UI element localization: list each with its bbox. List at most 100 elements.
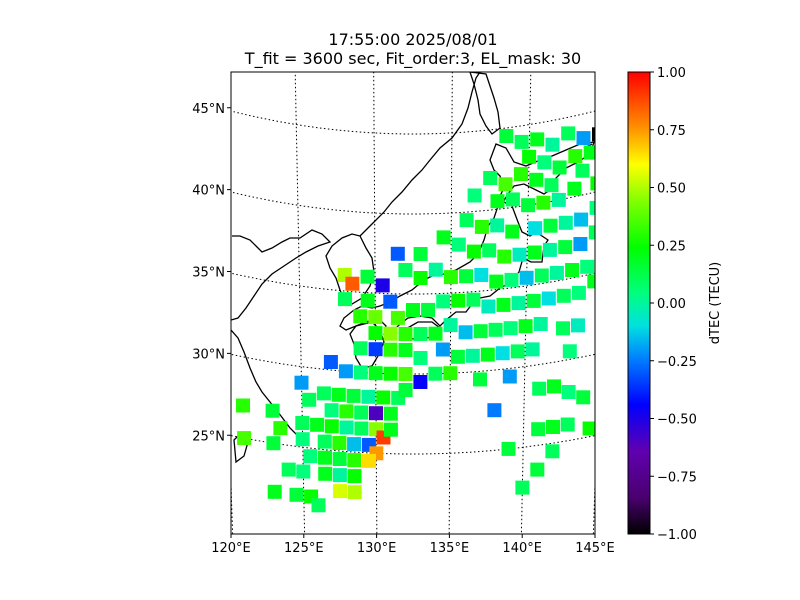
dtec-cell (451, 293, 466, 308)
dtec-cell (281, 462, 296, 477)
y-tick-label: 45°N (192, 102, 225, 117)
dtec-cell (466, 292, 481, 307)
dtec-cell (311, 498, 326, 513)
y-axis-ticks: 25°N 30°N 35°N 40°N 45°N (192, 102, 231, 444)
parallel-25 (231, 435, 595, 455)
dtec-cell (483, 171, 498, 185)
dtec-cell (383, 326, 398, 341)
dtec-cell (573, 237, 588, 251)
dtec-cell (512, 247, 527, 262)
dtec-cell (458, 325, 473, 340)
dtec-cell (480, 347, 495, 362)
dtec-cell (450, 349, 465, 364)
dtec-cell (527, 245, 542, 260)
dtec-cell (398, 263, 413, 277)
coastlines (231, 72, 595, 464)
dtec-cell (505, 192, 520, 207)
dtec-cell (532, 381, 547, 396)
dtec-cell (552, 160, 567, 175)
colorbar-tick-label: −0.25 (657, 355, 697, 370)
dtec-cell (544, 178, 559, 193)
dtec-cell (481, 299, 496, 314)
dtec-cell (347, 485, 362, 500)
dtec-cell (549, 265, 564, 280)
dtec-cell (398, 327, 413, 341)
dtec-cell (236, 398, 250, 413)
dtec-cell (390, 246, 405, 261)
dtec-cell (339, 404, 354, 419)
dtec-cell (558, 240, 573, 255)
dtec-cell (443, 366, 458, 381)
dtec-cell (383, 294, 398, 309)
dtec-cell (562, 344, 577, 359)
dtec-cell (413, 375, 428, 389)
dtec-cell (560, 417, 575, 432)
dtec-cell (505, 224, 520, 239)
dtec-cell (295, 416, 310, 430)
dtec-cell (545, 137, 560, 152)
map-plot-area (137, 0, 595, 534)
dtec-cell (571, 285, 586, 300)
parallel-40 (231, 191, 595, 215)
dtec-cell (576, 131, 591, 146)
colorbar (627, 71, 651, 535)
colorbar-tick-label: 0.25 (657, 239, 686, 254)
dtec-cell (310, 417, 325, 432)
colorbar-label: dTEC (TECU) (708, 262, 723, 345)
dtec-cell (528, 221, 543, 236)
dtec-cell (519, 270, 534, 285)
dtec-cell (413, 271, 428, 285)
dtec-cell (360, 293, 375, 308)
dtec-cell (316, 386, 331, 401)
dtec-cell (333, 484, 348, 499)
dtec-cell (556, 321, 570, 336)
dtec-cell (324, 403, 339, 418)
dtec-cell (368, 342, 383, 357)
dtec-cell (435, 342, 450, 357)
dtec-cell (530, 462, 545, 477)
colorbar-tick-label: −1.00 (657, 528, 697, 543)
dtec-data-cells (236, 126, 595, 513)
x-tick-label: 135°E (430, 541, 470, 556)
dtec-cell (504, 272, 519, 287)
meridian-130 (373, 72, 378, 534)
y-tick-label: 35°N (192, 266, 225, 281)
dtec-cell (499, 129, 514, 143)
dtec-cell (561, 126, 576, 141)
dtec-cell (487, 403, 502, 418)
dtec-cell (587, 274, 595, 289)
dtec-cell (398, 343, 413, 357)
dtec-cell (574, 212, 589, 227)
dtec-cell (558, 215, 573, 230)
dtec-cell (318, 466, 333, 481)
dtec-cell (551, 192, 566, 207)
x-tick-label: 145°E (575, 541, 615, 556)
dtec-cell (345, 276, 360, 291)
dtec-cell (465, 348, 480, 363)
dtec-cell (531, 422, 546, 437)
dtec-cell (265, 403, 280, 418)
dtec-cell (575, 163, 590, 178)
dtec-cell (530, 132, 545, 147)
dtec-cell (451, 237, 466, 252)
dtec-cell (332, 452, 347, 466)
dtec-cell (361, 389, 376, 404)
dtec-cell (502, 369, 517, 384)
dtec-cell (398, 367, 413, 381)
dtec-cell (237, 431, 252, 446)
dtec-cell (567, 181, 582, 196)
dtec-cell (576, 390, 591, 405)
dtec-cell (390, 310, 405, 325)
dtec-cell (368, 326, 383, 341)
dtec-cell (466, 244, 481, 259)
dtec-cell (383, 366, 398, 381)
dtec-cell (273, 421, 288, 436)
meridian-115 (137, 0, 162, 534)
x-tick-label: 140°E (502, 541, 542, 556)
mainland-coastline (231, 72, 481, 321)
dtec-cell (368, 366, 383, 381)
dtec-cell (497, 249, 512, 264)
dtec-cell (588, 225, 595, 240)
dtec-cell (501, 441, 516, 456)
